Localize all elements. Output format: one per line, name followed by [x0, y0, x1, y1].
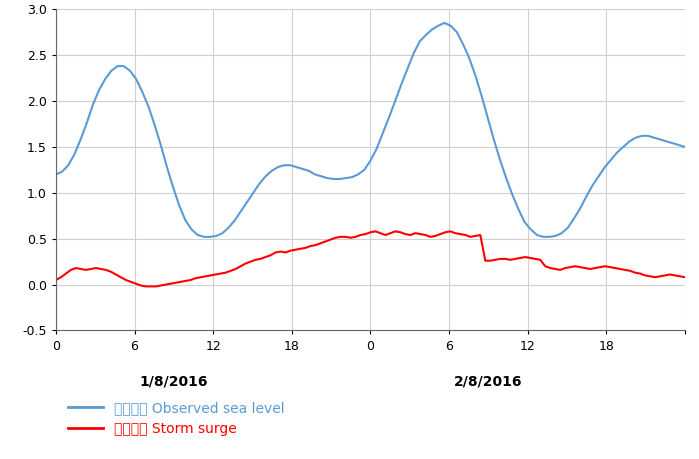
Legend: 實測潮位 Observed sea level, 風暴潮位 Storm surge: 實測潮位 Observed sea level, 風暴潮位 Storm surg… — [63, 395, 290, 441]
Text: 1/8/2016: 1/8/2016 — [140, 375, 208, 389]
Text: 2/8/2016: 2/8/2016 — [454, 375, 523, 389]
